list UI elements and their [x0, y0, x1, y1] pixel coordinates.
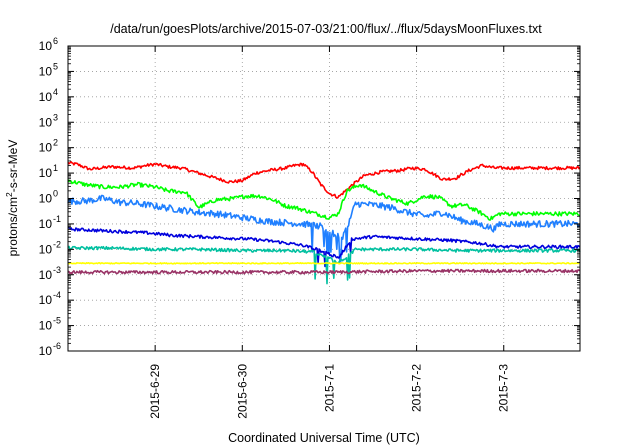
y-tick-label: 10-2	[39, 239, 61, 256]
y-tick-label: 105	[39, 61, 58, 78]
y-tick-label: 10-3	[39, 265, 61, 282]
grid-lines	[68, 46, 580, 351]
flux-series-line	[67, 179, 581, 221]
y-axis-ticks: 10-6 10-5 10-4 10-3 10-2 10-1 100 101 102 103 104 1…	[39, 36, 580, 358]
flux-series-line	[67, 226, 581, 268]
y-tick-label: 102	[39, 138, 58, 155]
y-tick-label: 104	[39, 87, 58, 104]
x-tick-label: 2015-6-30	[235, 364, 249, 419]
y-axis-label-prefix: protons/cm	[6, 197, 20, 256]
flux-series-line	[67, 161, 581, 199]
flux-series-line	[67, 261, 580, 265]
y-tick-label: 10-6	[39, 341, 61, 358]
y-tick-label: 101	[39, 163, 58, 180]
flux-series-line	[67, 245, 581, 285]
y-axis-label-suffix: -s-sr-MeV	[6, 140, 20, 193]
x-tick-label: 2015-7-3	[497, 364, 511, 412]
x-tick-label: 2015-6-29	[148, 364, 162, 419]
x-tick-label: 2015-7-2	[410, 364, 424, 412]
y-tick-label: 100	[39, 189, 58, 206]
y-tick-label: 103	[39, 112, 58, 129]
y-tick-label: 10-5	[39, 316, 61, 333]
x-tick-label: 2015-7-1	[322, 364, 336, 412]
y-tick-label: 106	[39, 36, 58, 53]
flux-series-line	[67, 268, 581, 275]
x-axis-ticks: 2015-6-29 2015-6-30 2015-7-1 2015-7-2 2015-7…	[148, 46, 511, 419]
y-tick-label: 10-1	[39, 214, 61, 231]
y-axis-label: protons/cm2-s-sr-MeV	[4, 140, 20, 257]
flux-series-line	[67, 194, 581, 264]
chart-title: /data/run/goesPlots/archive/2015-07-03/2…	[110, 22, 542, 36]
series-layer	[67, 161, 581, 285]
x-axis-label: Coordinated Universal Time (UTC)	[228, 431, 420, 445]
y-tick-label: 10-4	[39, 290, 61, 307]
y-axis-label-sup: 2	[4, 192, 14, 197]
